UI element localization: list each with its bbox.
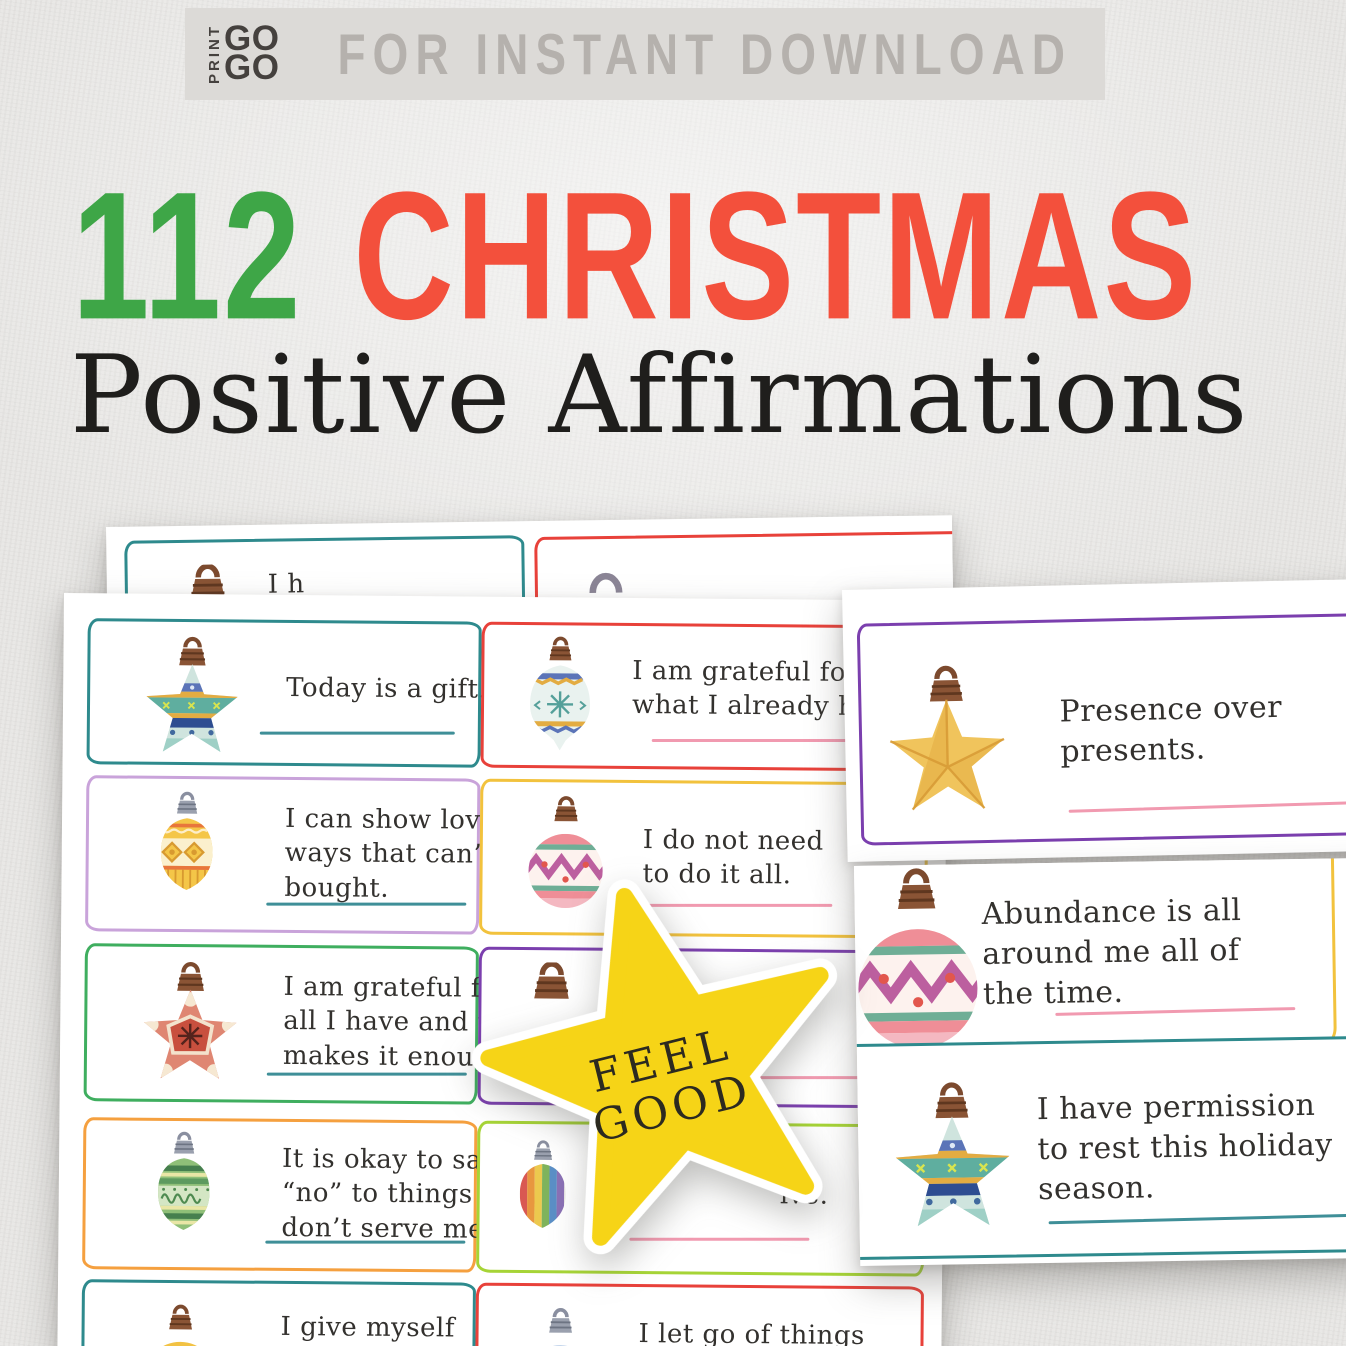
star-icon	[471, 879, 838, 1255]
affirmation-card: I have permission to rest this holiday s…	[854, 1035, 1346, 1261]
title-count: 112	[72, 154, 303, 358]
title-christmas: CHRISTMAS	[353, 154, 1199, 358]
affirmation-card: I give myself permission to step	[80, 1279, 476, 1346]
affirmation-card: I am grateful for all I have and that ma…	[83, 943, 533, 1105]
red-star-bauble-icon	[129, 953, 252, 1094]
affirmation-text: Today is a gift.	[286, 672, 488, 705]
printgogo-logo: PRINT GO GO	[206, 21, 279, 85]
logo-gogo-label: GO GO	[224, 21, 279, 85]
logo-go-bottom: GO	[224, 48, 280, 87]
green-drop-bauble-icon	[137, 1125, 230, 1241]
affirmation-card: Abundance is all around me all of the ti…	[854, 857, 1337, 1050]
writing-line	[259, 731, 455, 735]
logo-go-top: GO	[224, 19, 280, 59]
affirmation-text: I have permission to rest this holiday s…	[1036, 1087, 1333, 1208]
presence-sheet: Presence over presents.	[842, 577, 1346, 862]
affirmation-card: It is okay to say “no” to things that do…	[82, 1117, 537, 1273]
affirmation-card: Today is a gift.	[86, 618, 487, 768]
blue-teal-star-bauble-icon	[131, 628, 252, 767]
affirmation-text: Abundance is all around me all of the ti…	[981, 892, 1242, 1013]
yellow-drop-bauble-icon	[140, 785, 233, 901]
writing-line	[1048, 1213, 1346, 1225]
feel-good-badge: FEEL GOOD	[471, 848, 856, 1286]
writing-line	[266, 1072, 467, 1076]
title-subtitle: Positive Affirmations	[70, 333, 1250, 458]
banner-tagline: FOR INSTANT DOWNLOAD	[337, 21, 1072, 87]
page-title: 112 CHRISTMAS	[72, 154, 1199, 358]
yellow-ball-bauble-icon	[128, 1297, 233, 1346]
writing-line	[651, 739, 852, 743]
affirmation-card: Presence over presents.	[856, 612, 1346, 846]
logo-print-label: PRINT	[206, 24, 223, 84]
bauble-ring-icon	[586, 563, 626, 597]
affirmation-card: I can show love in ways that can’t be bo…	[85, 775, 535, 935]
right-affirmation-sheet: Abundance is all around me all of the ti…	[854, 857, 1346, 1266]
affirmation-text: I let go of things	[638, 1319, 865, 1346]
top-banner: PRINT GO GO FOR INSTANT DOWNLOAD	[185, 8, 1105, 100]
gold-star-bauble-icon	[870, 653, 1024, 828]
writing-line	[265, 1240, 466, 1244]
writing-line	[1068, 799, 1346, 813]
teal-onion-bauble-icon	[510, 629, 611, 755]
affirmation-text: Presence over presents.	[1059, 689, 1283, 770]
